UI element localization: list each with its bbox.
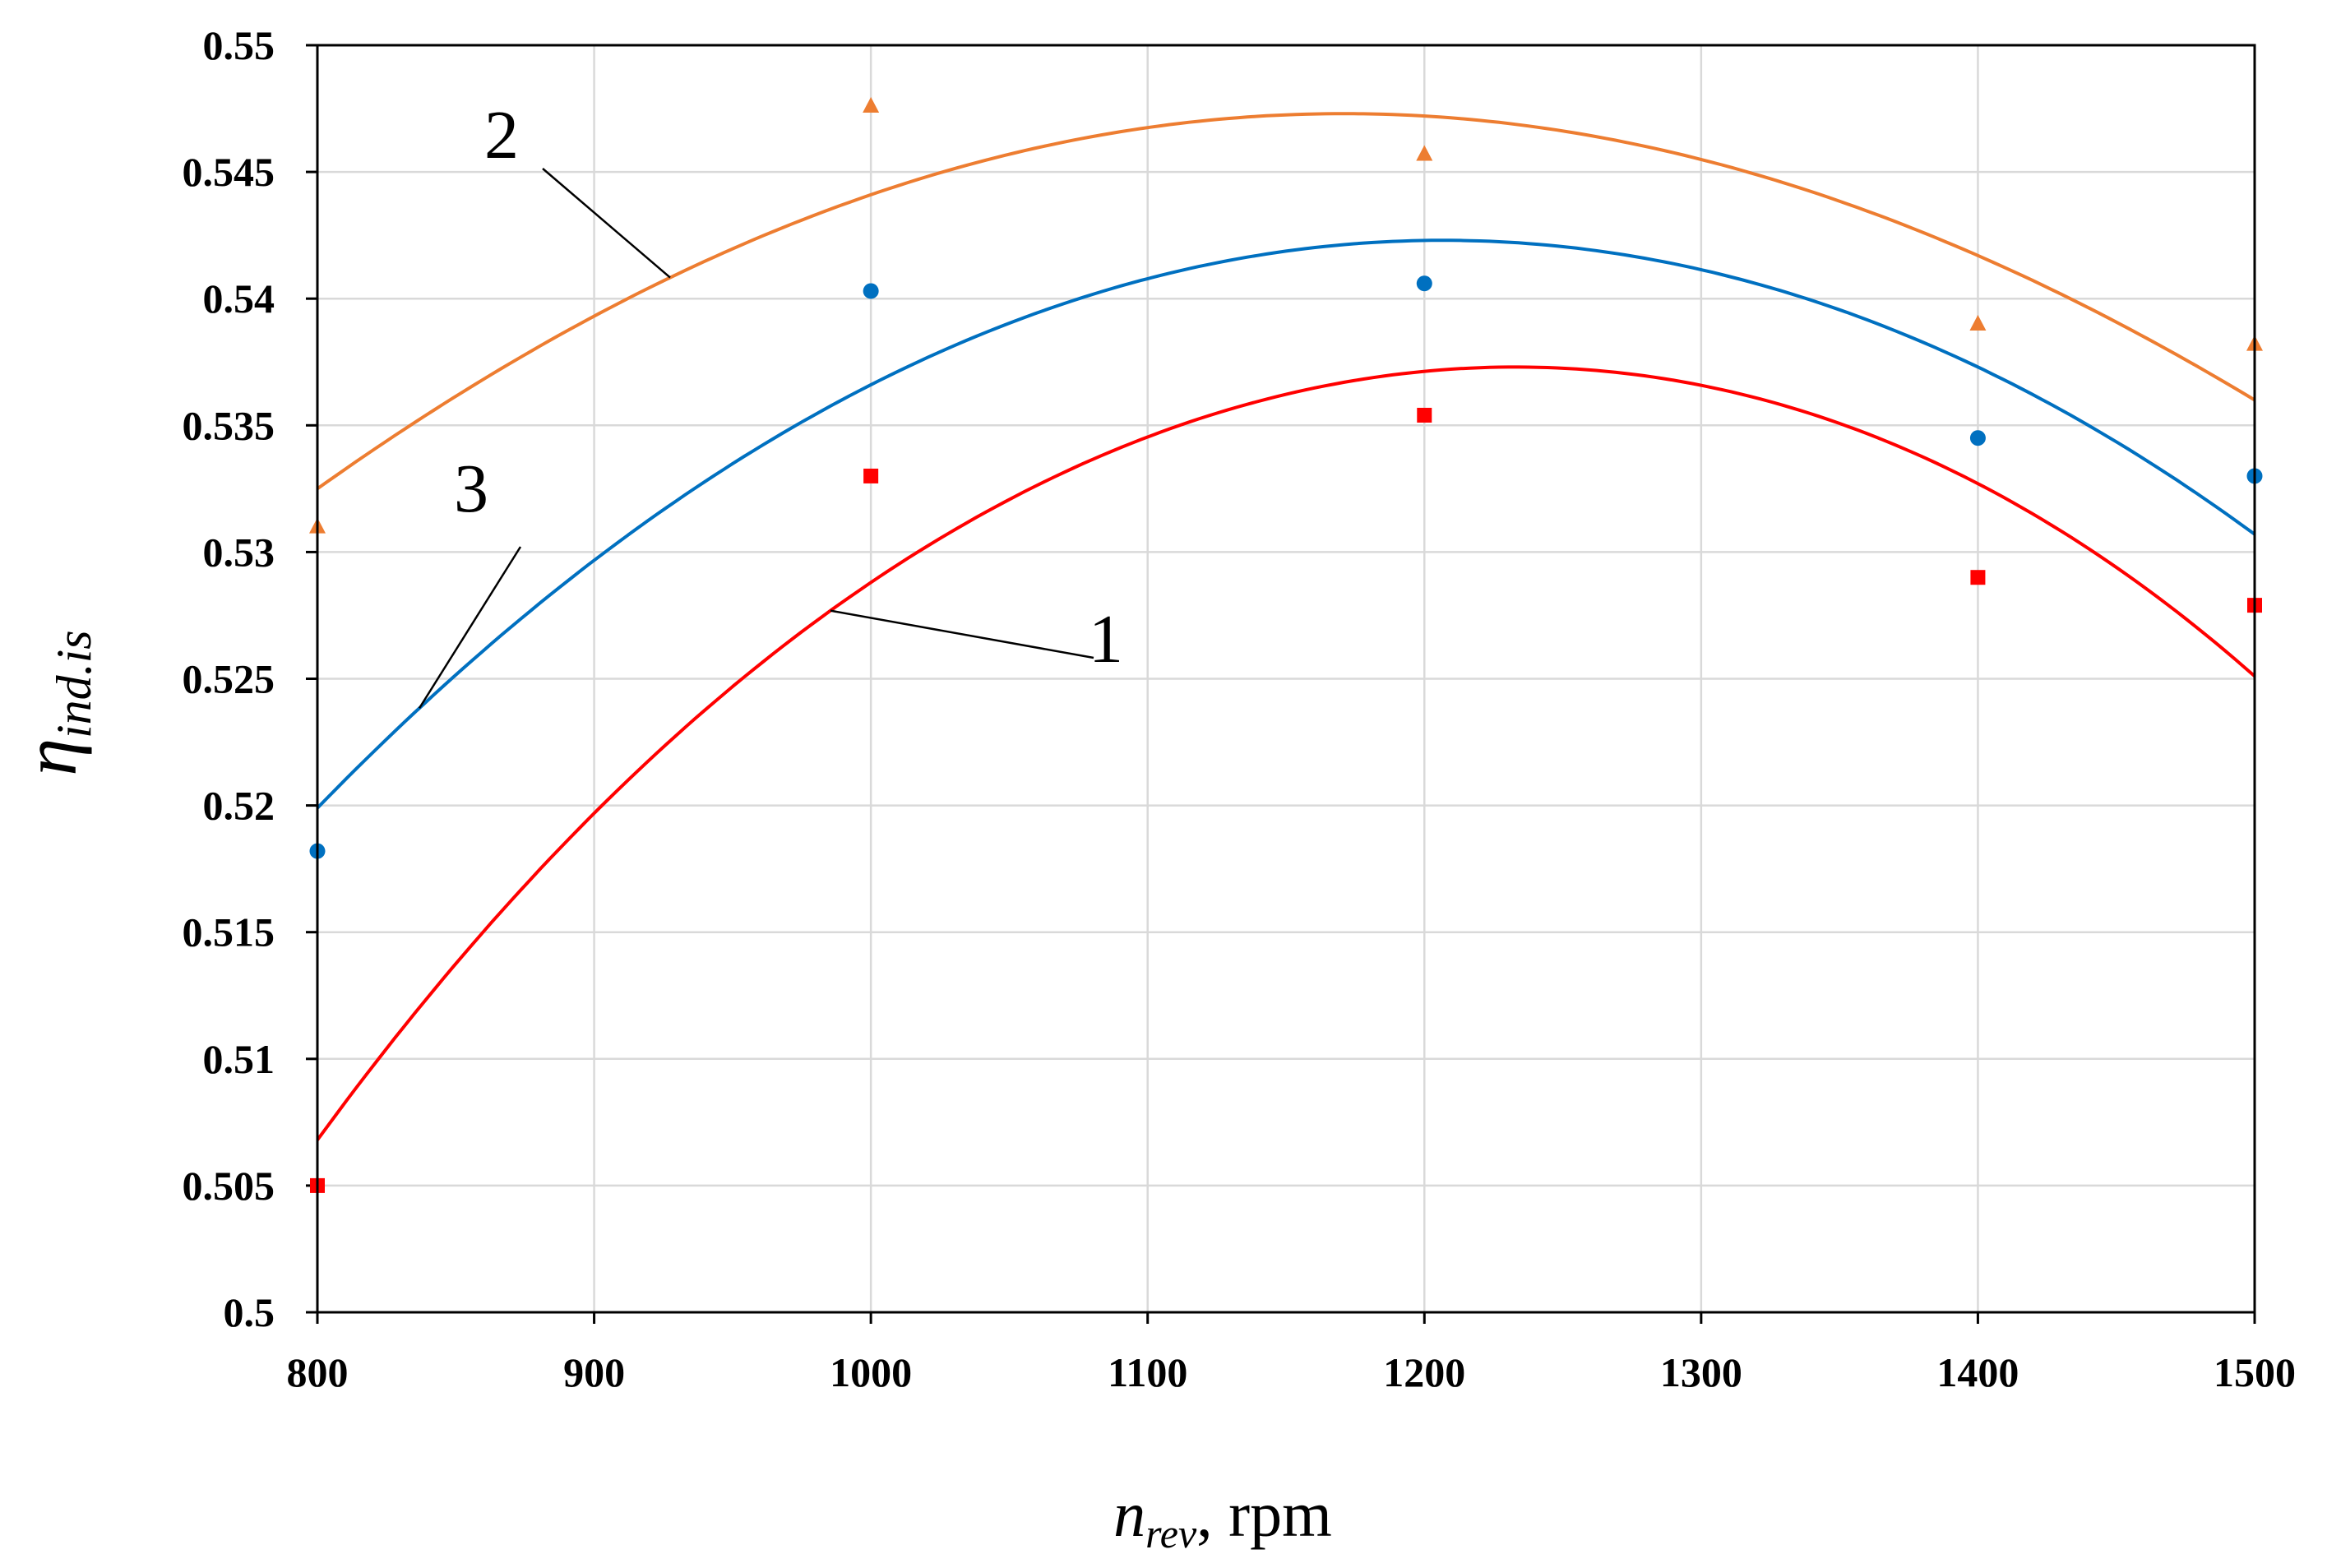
data-point-series-3 <box>863 283 879 299</box>
data-point-series-1 <box>863 468 879 483</box>
curve-label-1: 1 <box>1089 601 1123 678</box>
x-axis-title: nrev, rpm <box>1113 1478 1332 1556</box>
x-tick-label: 1100 <box>1108 1349 1187 1395</box>
plot-frame <box>316 44 2256 1314</box>
data-point-series-2 <box>1969 315 1987 331</box>
x-axis-subscript: rev <box>1145 1510 1197 1556</box>
y-axis-symbol: η <box>8 738 92 776</box>
y-tick-label: 0.55 <box>203 22 275 68</box>
y-tick-label: 0.5 <box>224 1289 275 1335</box>
y-tick-label: 0.535 <box>183 402 275 448</box>
y-tick-label: 0.52 <box>203 783 275 829</box>
x-tick-label: 1300 <box>1660 1349 1742 1395</box>
y-tick-label: 0.525 <box>183 656 275 702</box>
curve-labels: 1 2 3 <box>454 97 1123 678</box>
y-axis-subscript: ind.is <box>47 630 101 738</box>
y-tick-label: 0.51 <box>203 1036 275 1082</box>
x-tick-label: 1000 <box>830 1349 912 1395</box>
tick-labels: 800 900 1000 1100 1200 1300 1400 1500 0.5 0.505 0.… <box>183 22 2297 1395</box>
trend-line-3 <box>316 238 2256 810</box>
grid <box>306 44 2256 1324</box>
y-tick-label: 0.505 <box>183 1163 275 1209</box>
data-point-series-3 <box>1969 430 1986 446</box>
y-tick-label: 0.515 <box>183 909 275 955</box>
x-tick-label: 900 <box>563 1349 625 1395</box>
x-tick-label: 1200 <box>1383 1349 1465 1395</box>
trend-lines <box>316 112 2256 1141</box>
trend-line-1 <box>316 365 2256 1141</box>
leader-line-2 <box>542 168 671 279</box>
y-tick-label: 0.53 <box>203 529 275 575</box>
curve-label-3: 3 <box>454 451 488 527</box>
data-point-series-1 <box>1970 570 1986 585</box>
data-point-series-3 <box>1416 275 1432 292</box>
data-point-series-2 <box>863 96 880 113</box>
annotation-leaders <box>418 168 1094 709</box>
markers <box>309 96 2263 1193</box>
x-axis-unit: , rpm <box>1196 1478 1332 1550</box>
y-tick-label: 0.545 <box>183 149 275 195</box>
y-tick-label: 0.54 <box>203 275 275 321</box>
leader-line-3 <box>418 546 522 709</box>
y-axis-title: ηind.is <box>8 630 101 775</box>
x-tick-label: 800 <box>287 1349 349 1395</box>
x-axis-symbol: n <box>1113 1478 1145 1550</box>
x-tick-label: 1400 <box>1936 1349 2019 1395</box>
data-point-series-1 <box>1417 407 1432 423</box>
data-point-series-2 <box>1416 145 1433 161</box>
x-tick-label: 1500 <box>2214 1349 2296 1395</box>
curve-label-2: 2 <box>484 97 519 173</box>
leader-line-1 <box>830 609 1094 659</box>
trend-line-2 <box>316 112 2256 491</box>
